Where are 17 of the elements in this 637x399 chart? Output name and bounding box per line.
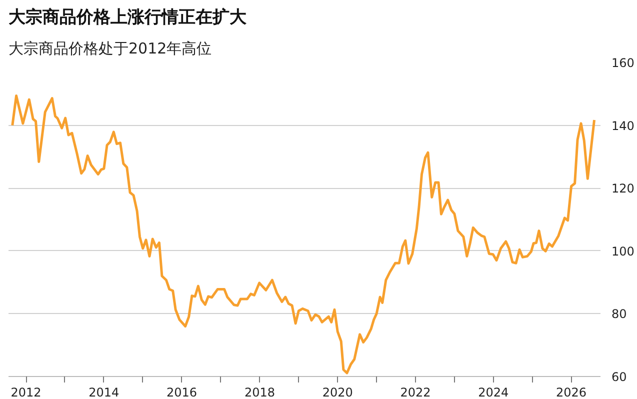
x-tick-label: 2020 xyxy=(322,386,353,399)
y-tick-label: 160 xyxy=(612,56,634,70)
y-tick-label: 60 xyxy=(612,370,627,384)
line-series xyxy=(11,94,596,374)
x-tick-label: 2022 xyxy=(400,386,431,399)
y-tick-label: 140 xyxy=(612,118,634,133)
x-tick-label: 2024 xyxy=(478,386,509,399)
x-tick-label: 2018 xyxy=(244,386,275,399)
x-tick-label: 2016 xyxy=(166,386,198,399)
chart-title: 大宗商品价格上涨行情正在扩大 xyxy=(8,8,248,28)
x-tick-label: 2026 xyxy=(556,386,587,399)
x-tick-label: 2012 xyxy=(10,386,42,399)
x-tick-label: 2014 xyxy=(88,386,120,399)
y-tick-label: 80 xyxy=(612,307,627,322)
chart-subtitle: 大宗商品价格处于2012年高位 xyxy=(8,40,212,58)
y-tick-label: 120 xyxy=(612,182,634,196)
y-tick-label: 100 xyxy=(612,244,634,258)
